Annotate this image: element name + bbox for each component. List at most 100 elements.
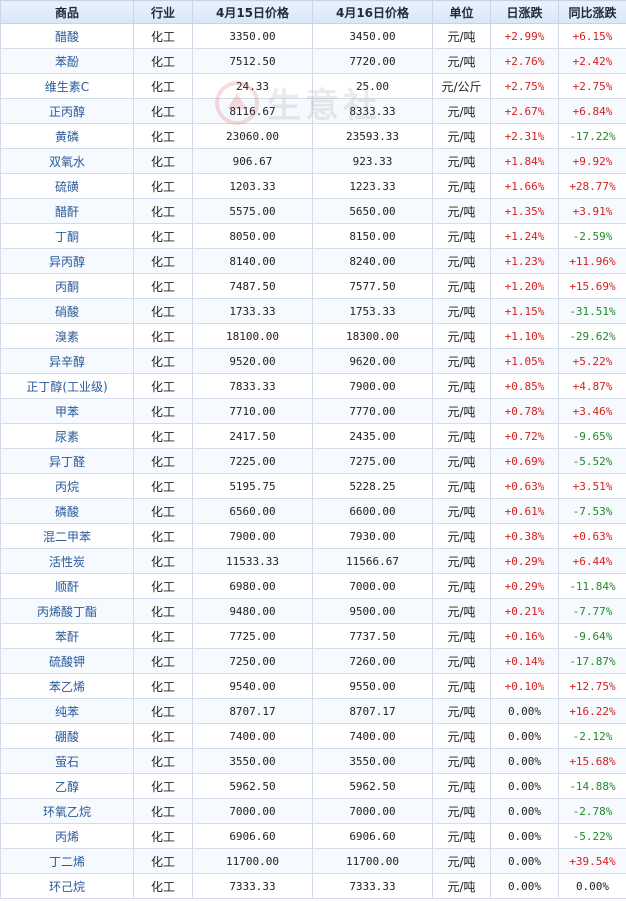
commodity-name-link[interactable]: 维生素C [0, 73, 134, 99]
header-unit[interactable]: 单位 [432, 0, 491, 24]
unit-cell: 元/吨 [432, 198, 491, 224]
unit-cell: 元/吨 [432, 473, 491, 499]
unit-cell: 元/吨 [432, 298, 491, 324]
price-apr16-cell: 23593.33 [312, 123, 433, 149]
industry-cell: 化工 [133, 323, 193, 349]
unit-cell: 元/吨 [432, 248, 491, 274]
yoy-change-cell: -2.12% [558, 723, 626, 749]
header-price-apr16[interactable]: 4月16日价格 [312, 0, 433, 24]
commodity-name-link[interactable]: 硼酸 [0, 723, 134, 749]
industry-cell: 化工 [133, 848, 193, 874]
price-apr16-cell: 7900.00 [312, 373, 433, 399]
header-commodity[interactable]: 商品 [0, 0, 134, 24]
price-apr15-cell: 7900.00 [192, 523, 313, 549]
commodity-name-link[interactable]: 异丁醛 [0, 448, 134, 474]
price-apr16-cell: 1223.33 [312, 173, 433, 199]
daily-change-cell: +1.66% [490, 173, 559, 199]
price-apr15-cell: 23060.00 [192, 123, 313, 149]
commodity-name-link[interactable]: 纯苯 [0, 698, 134, 724]
yoy-change-cell: -5.22% [558, 823, 626, 849]
commodity-name-link[interactable]: 丙烷 [0, 473, 134, 499]
commodity-name-link[interactable]: 异丙醇 [0, 248, 134, 274]
yoy-change-cell: +2.42% [558, 48, 626, 74]
commodity-name-link[interactable]: 丁酮 [0, 223, 134, 249]
yoy-change-cell: -17.87% [558, 648, 626, 674]
unit-cell: 元/吨 [432, 348, 491, 374]
commodity-name-link[interactable]: 醋酐 [0, 198, 134, 224]
commodity-name-link[interactable]: 混二甲苯 [0, 523, 134, 549]
header-yoy-change[interactable]: 同比涨跌 [558, 0, 626, 24]
daily-change-cell: 0.00% [490, 798, 559, 824]
price-apr15-cell: 7487.50 [192, 273, 313, 299]
table-row: 硫磺 化工 1203.33 1223.33 元/吨 +1.66% +28.77% [0, 173, 626, 199]
price-apr16-cell: 5962.50 [312, 773, 433, 799]
price-apr16-cell: 7770.00 [312, 398, 433, 424]
industry-cell: 化工 [133, 523, 193, 549]
price-apr15-cell: 8116.67 [192, 98, 313, 124]
yoy-change-cell: +12.75% [558, 673, 626, 699]
commodity-name-link[interactable]: 顺酐 [0, 573, 134, 599]
commodity-name-link[interactable]: 苯乙烯 [0, 673, 134, 699]
commodity-name-link[interactable]: 硝酸 [0, 298, 134, 324]
yoy-change-cell: -9.65% [558, 423, 626, 449]
commodity-name-link[interactable]: 黄磷 [0, 123, 134, 149]
unit-cell: 元/吨 [432, 173, 491, 199]
yoy-change-cell: +16.22% [558, 698, 626, 724]
price-apr16-cell: 7400.00 [312, 723, 433, 749]
table-row: 丁酮 化工 8050.00 8150.00 元/吨 +1.24% -2.59% [0, 223, 626, 249]
commodity-name-link[interactable]: 活性炭 [0, 548, 134, 574]
commodity-name-link[interactable]: 醋酸 [0, 23, 134, 49]
price-apr15-cell: 5195.75 [192, 473, 313, 499]
commodity-name-link[interactable]: 硫磺 [0, 173, 134, 199]
commodity-name-link[interactable]: 苯酚 [0, 48, 134, 74]
industry-cell: 化工 [133, 723, 193, 749]
commodity-name-link[interactable]: 异辛醇 [0, 348, 134, 374]
daily-change-cell: +2.99% [490, 23, 559, 49]
table-row: 尿素 化工 2417.50 2435.00 元/吨 +0.72% -9.65% [0, 423, 626, 449]
table-row: 苯乙烯 化工 9540.00 9550.00 元/吨 +0.10% +12.75% [0, 673, 626, 699]
daily-change-cell: 0.00% [490, 698, 559, 724]
commodity-name-link[interactable]: 丙烯 [0, 823, 134, 849]
yoy-change-cell: +4.87% [558, 373, 626, 399]
commodity-name-link[interactable]: 萤石 [0, 748, 134, 774]
commodity-name-link[interactable]: 正丙醇 [0, 98, 134, 124]
yoy-change-cell: -7.77% [558, 598, 626, 624]
commodity-name-link[interactable]: 甲苯 [0, 398, 134, 424]
unit-cell: 元/吨 [432, 123, 491, 149]
price-apr15-cell: 9520.00 [192, 348, 313, 374]
yoy-change-cell: -31.51% [558, 298, 626, 324]
table-row: 丙烯酸丁酯 化工 9480.00 9500.00 元/吨 +0.21% -7.77% [0, 598, 626, 624]
unit-cell: 元/吨 [432, 823, 491, 849]
price-apr16-cell: 9620.00 [312, 348, 433, 374]
header-daily-change[interactable]: 日涨跌 [490, 0, 559, 24]
industry-cell: 化工 [133, 398, 193, 424]
commodity-name-link[interactable]: 苯酐 [0, 623, 134, 649]
price-apr15-cell: 7725.00 [192, 623, 313, 649]
header-price-apr15[interactable]: 4月15日价格 [192, 0, 313, 24]
commodity-name-link[interactable]: 环氧乙烷 [0, 798, 134, 824]
yoy-change-cell: +11.96% [558, 248, 626, 274]
commodity-name-link[interactable]: 丁二烯 [0, 848, 134, 874]
commodity-name-link[interactable]: 环己烷 [0, 873, 134, 899]
commodity-name-link[interactable]: 乙醇 [0, 773, 134, 799]
header-industry[interactable]: 行业 [133, 0, 193, 24]
daily-change-cell: +0.38% [490, 523, 559, 549]
daily-change-cell: 0.00% [490, 848, 559, 874]
commodity-name-link[interactable]: 磷酸 [0, 498, 134, 524]
commodity-name-link[interactable]: 丙酮 [0, 273, 134, 299]
table-row: 双氧水 化工 906.67 923.33 元/吨 +1.84% +9.92% [0, 148, 626, 174]
commodity-name-link[interactable]: 溴素 [0, 323, 134, 349]
commodity-name-link[interactable]: 双氧水 [0, 148, 134, 174]
industry-cell: 化工 [133, 148, 193, 174]
price-apr15-cell: 1733.33 [192, 298, 313, 324]
commodity-name-link[interactable]: 正丁醇(工业级) [0, 373, 134, 399]
yoy-change-cell: +3.51% [558, 473, 626, 499]
commodity-name-link[interactable]: 丙烯酸丁酯 [0, 598, 134, 624]
yoy-change-cell: -9.64% [558, 623, 626, 649]
daily-change-cell: 0.00% [490, 823, 559, 849]
commodity-name-link[interactable]: 尿素 [0, 423, 134, 449]
commodity-name-link[interactable]: 硫酸钾 [0, 648, 134, 674]
daily-change-cell: +0.61% [490, 498, 559, 524]
yoy-change-cell: +0.63% [558, 523, 626, 549]
price-apr16-cell: 7720.00 [312, 48, 433, 74]
